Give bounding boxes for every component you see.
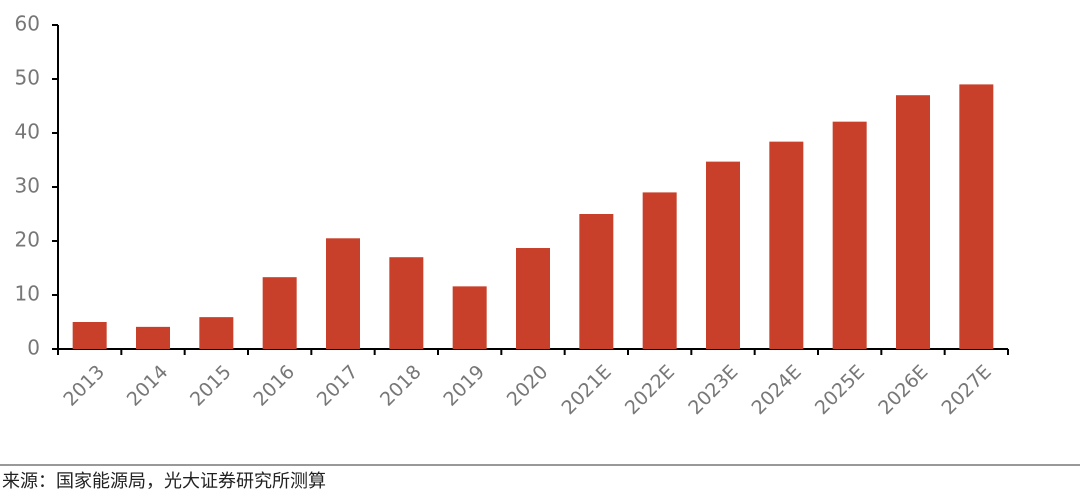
bar bbox=[832, 121, 867, 349]
bar bbox=[326, 238, 360, 349]
bar bbox=[389, 257, 424, 349]
y-tick-label: 50 bbox=[15, 66, 40, 90]
x-tick-label: 2027E bbox=[938, 361, 996, 419]
bar bbox=[959, 84, 994, 350]
bar bbox=[642, 192, 677, 349]
bar bbox=[199, 317, 234, 349]
bar bbox=[896, 95, 930, 349]
x-tick-label: 2014 bbox=[123, 361, 173, 411]
x-tick-label: 2018 bbox=[376, 361, 426, 411]
x-tick-label: 2023E bbox=[684, 361, 742, 419]
y-tick-label: 30 bbox=[15, 174, 40, 198]
bar bbox=[516, 248, 550, 349]
x-tick-label: 2022E bbox=[621, 361, 679, 419]
x-tick-label: 2013 bbox=[59, 361, 109, 411]
bar bbox=[262, 277, 297, 349]
bar bbox=[72, 322, 107, 349]
y-tick-label: 40 bbox=[15, 120, 40, 144]
y-tick-label: 10 bbox=[15, 282, 40, 306]
x-tick-label: 2025E bbox=[811, 361, 869, 419]
source-note: 来源：国家能源局，光大证券研究所测算 bbox=[2, 471, 326, 492]
y-tick-label: 20 bbox=[15, 228, 40, 252]
x-tick-label: 2026E bbox=[874, 361, 932, 419]
bar bbox=[769, 141, 804, 349]
x-tick-label: 2021E bbox=[558, 361, 616, 419]
x-tick-label: 2017 bbox=[313, 361, 363, 411]
x-tick-label: 2020 bbox=[503, 361, 553, 411]
bar bbox=[706, 161, 740, 349]
y-tick-label: 0 bbox=[27, 336, 40, 360]
bar bbox=[136, 326, 170, 349]
x-tick-label: 2024E bbox=[748, 361, 806, 419]
bar bbox=[579, 214, 614, 349]
x-tick-label: 2016 bbox=[249, 361, 299, 411]
x-tick-label: 2019 bbox=[439, 361, 489, 411]
y-tick-label: 60 bbox=[15, 12, 40, 36]
bar bbox=[452, 286, 487, 349]
x-tick-label: 2015 bbox=[186, 361, 236, 411]
